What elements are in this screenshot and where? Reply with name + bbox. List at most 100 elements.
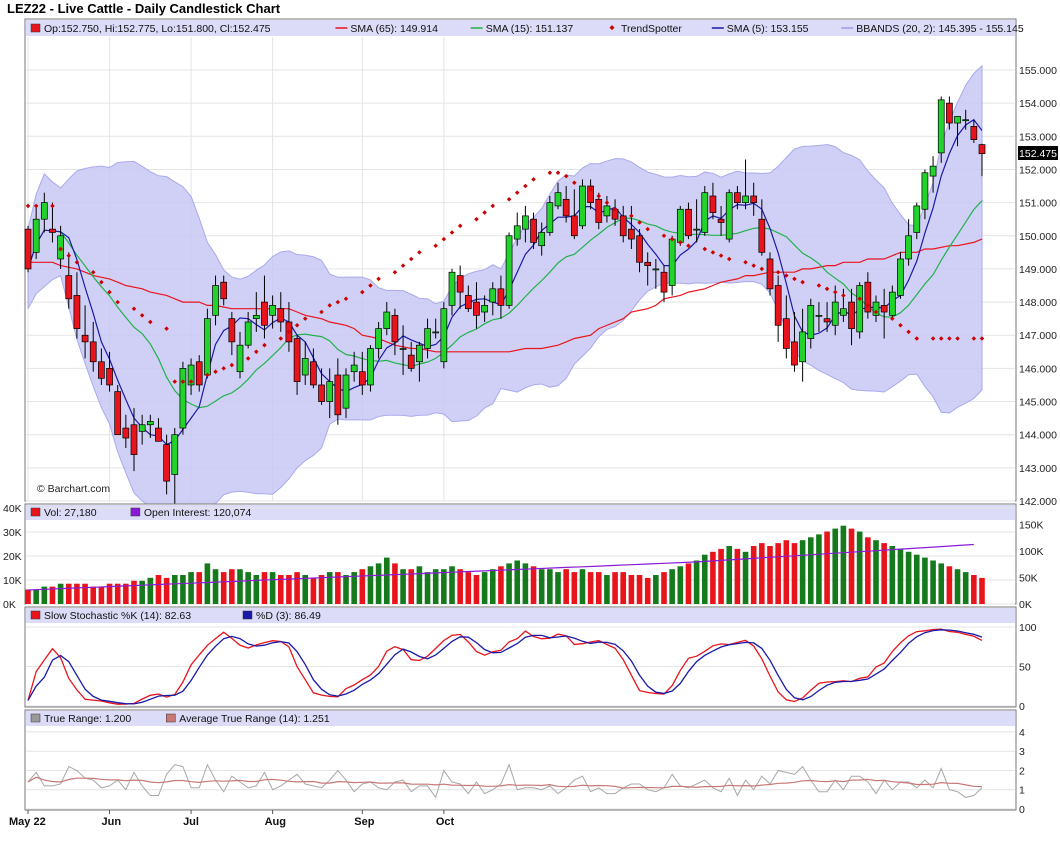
candle-body — [473, 301, 480, 316]
volume-bar — [106, 583, 113, 604]
volume-bar — [514, 560, 521, 604]
candle-body — [146, 421, 154, 426]
volume-legend: Vol: 27,180 Open Interest: 120,074 — [30, 507, 251, 519]
trendspotter-dot — [857, 296, 862, 302]
volume-bar — [33, 589, 39, 604]
volume-right-tick: 150K — [1019, 520, 1044, 532]
candle-body — [530, 218, 537, 243]
candle-body — [432, 331, 440, 334]
stochastic-tick: 0 — [1019, 701, 1025, 713]
x-tick-label: Aug — [265, 816, 286, 828]
candle-body — [505, 235, 513, 306]
average-true-range-line — [27, 776, 983, 789]
trendspotter-dot — [58, 246, 63, 252]
volume-bar — [579, 569, 586, 604]
price-tick-label: 151.000 — [1019, 198, 1057, 210]
stochastic-legend-bar — [26, 608, 1015, 623]
volume-bar — [759, 543, 765, 604]
legend-swatch — [30, 507, 41, 517]
chart-title: LEZ22 - Live Cattle - Daily Candlestick … — [7, 1, 281, 16]
candle-body — [628, 228, 635, 240]
candle-body — [888, 291, 896, 316]
price-legend: Op:152.750, Hi:152.775, Lo:151.800, Cl:1… — [30, 23, 1024, 35]
stochastic-k-line — [27, 628, 983, 705]
candle-body — [212, 285, 219, 316]
trendspotter-dot — [898, 323, 903, 328]
volume-bar — [114, 583, 121, 604]
candle-body — [587, 185, 594, 203]
candle-body — [701, 192, 709, 233]
volume-bar — [612, 572, 618, 604]
legend-label: Vol: 27,180 — [44, 507, 97, 519]
volume-bar — [742, 551, 749, 604]
candle-body — [456, 275, 464, 293]
volume-bar — [277, 575, 284, 604]
candle-body — [163, 444, 170, 482]
candle-body — [782, 318, 790, 349]
volume-bar — [82, 583, 88, 604]
candle-body — [913, 205, 921, 233]
trendspotter-dot — [286, 329, 292, 335]
volume-bar — [261, 572, 268, 604]
trendspotter-dot — [164, 326, 169, 331]
legend-label: Average True Range (14): 1.251 — [179, 713, 330, 725]
atr-tick: 0 — [1019, 804, 1025, 816]
trendspotter-dot — [800, 279, 805, 285]
volume-bar — [644, 577, 651, 604]
trendspotter-dot — [743, 260, 748, 265]
x-axis: May 22 Jun Jul Aug Sep Oct — [9, 810, 455, 828]
candle-body — [734, 192, 741, 203]
volume-bar — [318, 575, 325, 604]
candle-body — [81, 334, 89, 343]
x-tick-label: Sep — [354, 816, 374, 828]
volume-bar — [897, 548, 904, 604]
trendspotter-dot — [180, 379, 186, 384]
volume-bar — [449, 566, 455, 604]
candle-body — [342, 374, 350, 409]
volume-bar — [392, 563, 398, 604]
atr-panel: True Range: 1.200 Average True Range (14)… — [24, 709, 1025, 816]
candle-body — [831, 301, 839, 326]
volume-bar — [147, 577, 154, 604]
candle-body — [921, 172, 929, 210]
candle-body — [570, 215, 578, 237]
candle-body — [668, 238, 676, 286]
price-tick-label: 153.000 — [1019, 131, 1057, 143]
trendspotter-dot — [841, 293, 846, 298]
atr-axis: 4 3 2 1 0 — [1019, 727, 1025, 816]
candle-body — [407, 354, 415, 369]
trendspotter-dot — [726, 256, 732, 262]
volume-bar — [783, 540, 790, 604]
candle-body — [310, 361, 317, 386]
candle-body — [252, 314, 260, 320]
volume-bar — [506, 563, 512, 604]
watermark: © Barchart.com — [37, 483, 110, 495]
x-tick-label: Jun — [102, 816, 122, 828]
trendspotter-dot — [33, 203, 39, 209]
candle-body — [24, 228, 32, 270]
price-panel: 155.000 154.000 153.000 152.000 151.000 150.0… — [24, 18, 1058, 533]
trendspotter-dot — [930, 336, 936, 341]
trendspotter-dot — [229, 362, 235, 368]
volume-bar — [971, 575, 977, 604]
legend-label: SMA (65): 149.914 — [350, 23, 438, 35]
volume-right-tick: 100K — [1019, 546, 1044, 558]
trendspotter-dot — [221, 366, 226, 371]
volume-bar — [400, 569, 406, 604]
price-tick-label: 152.000 — [1019, 164, 1057, 176]
volume-left-tick: 40K — [3, 503, 22, 515]
volume-bar — [25, 589, 31, 604]
candle-body — [595, 198, 603, 223]
sma-15-line — [27, 200, 983, 409]
price-tick-label: 147.000 — [1019, 330, 1057, 342]
candle-body — [774, 285, 782, 326]
candle-body — [106, 368, 113, 386]
candle-body — [660, 271, 668, 293]
legend-label: SMA (15): 151.137 — [486, 23, 574, 35]
volume-bar — [408, 569, 415, 604]
volume-bar — [685, 563, 692, 604]
volume-bar — [767, 546, 773, 604]
legend-swatch — [242, 610, 253, 620]
candle-body — [522, 215, 529, 230]
volume-bar — [465, 572, 472, 604]
